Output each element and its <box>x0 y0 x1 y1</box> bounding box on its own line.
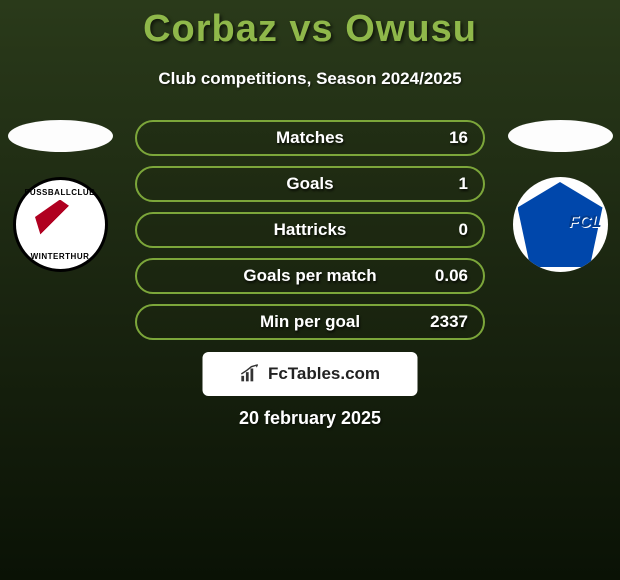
stat-row: Matches 16 <box>135 120 485 156</box>
stat-value: 0.06 <box>435 266 468 286</box>
player-photo-right <box>508 120 613 152</box>
subtitle: Club competitions, Season 2024/2025 <box>0 69 620 89</box>
badge-right-text: FCL <box>568 212 601 232</box>
badge-left-bottom-text: WINTERTHUR <box>31 252 90 261</box>
stat-value: 2337 <box>430 312 468 332</box>
club-badge-right: FCL <box>513 177 608 272</box>
footer-date: 20 february 2025 <box>0 408 620 429</box>
stat-value: 16 <box>449 128 468 148</box>
page-title: Corbaz vs Owusu <box>0 0 620 51</box>
player-photo-left <box>8 120 113 152</box>
stat-label: Goals per match <box>243 266 376 286</box>
footer-brand-text: FcTables.com <box>268 364 380 384</box>
stat-label: Goals <box>286 174 333 194</box>
stat-label: Hattricks <box>274 220 347 240</box>
right-panel: FCL <box>500 120 620 272</box>
chart-icon <box>240 364 262 384</box>
footer-brand-badge[interactable]: FcTables.com <box>203 352 418 396</box>
badge-left-top-text: FUSSBALLCLUB <box>25 188 96 197</box>
left-panel: FUSSBALLCLUB WINTERTHUR <box>0 120 120 272</box>
stat-value: 0 <box>459 220 468 240</box>
stat-row: Min per goal 2337 <box>135 304 485 340</box>
stat-label: Matches <box>276 128 344 148</box>
stat-label: Min per goal <box>260 312 360 332</box>
badge-left-shield-icon <box>35 200 85 250</box>
stat-row: Hattricks 0 <box>135 212 485 248</box>
stat-row: Goals 1 <box>135 166 485 202</box>
stats-list: Matches 16 Goals 1 Hattricks 0 Goals per… <box>135 120 485 350</box>
club-badge-left: FUSSBALLCLUB WINTERTHUR <box>13 177 108 272</box>
stat-row: Goals per match 0.06 <box>135 258 485 294</box>
stat-value: 1 <box>459 174 468 194</box>
